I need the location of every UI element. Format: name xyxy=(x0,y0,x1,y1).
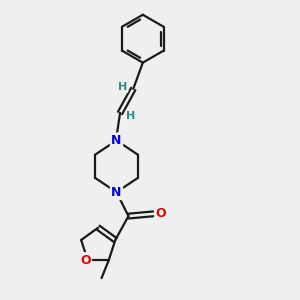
Text: N: N xyxy=(111,134,122,147)
Text: O: O xyxy=(80,254,91,267)
Text: H: H xyxy=(118,82,127,92)
Text: H: H xyxy=(126,112,136,122)
Text: O: O xyxy=(155,207,166,220)
Text: N: N xyxy=(111,186,122,199)
